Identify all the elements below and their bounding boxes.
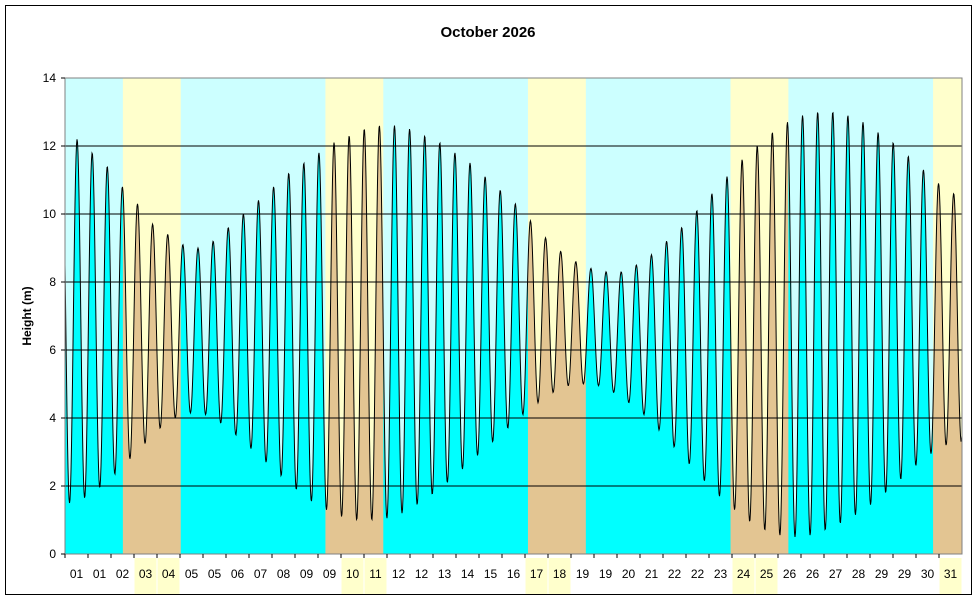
x-tick-weekend-band (755, 558, 778, 594)
x-tick-weekend-band (548, 558, 571, 594)
x-tick-label: 07 (254, 567, 268, 581)
x-tick-label: 14 (461, 567, 475, 581)
x-tick-label: 22 (668, 567, 682, 581)
x-tick-weekend-band (525, 558, 548, 594)
x-tick-label: 29 (898, 567, 912, 581)
x-tick-weekend-band (939, 558, 962, 594)
y-tick-label: 0 (49, 547, 56, 561)
x-tick-label: 18 (553, 567, 567, 581)
x-tick-label: 09 (323, 567, 337, 581)
x-tick-label: 01 (70, 567, 84, 581)
y-tick-label: 12 (43, 139, 57, 153)
x-tick-label: 05 (208, 567, 222, 581)
x-tick-label: 16 (507, 567, 521, 581)
chart-title: October 2026 (440, 24, 535, 41)
y-tick-label: 14 (43, 71, 57, 85)
x-tick-label: 08 (277, 567, 291, 581)
x-axis: 01 01 02 03 04 05 05 06 07 08 09 09 10 11 12 12 13 14 15 16… (64, 554, 962, 594)
x-tick-label: 02 (116, 567, 130, 581)
x-tick-label: 20 (622, 567, 636, 581)
x-tick-label: 12 (392, 567, 406, 581)
plot-area (64, 77, 963, 555)
x-tick-label: 17 (530, 567, 544, 581)
x-tick-label: 23 (714, 567, 728, 581)
y-axis-label: Height (m) (20, 286, 34, 345)
x-tick-label: 31 (944, 567, 958, 581)
x-tick-label: 26 (783, 567, 797, 581)
plot-border (64, 77, 963, 555)
x-tick-label: 21 (645, 567, 659, 581)
x-tick-label: 01 (93, 567, 107, 581)
x-tick-weekend-band (341, 558, 364, 594)
x-tick-label: 19 (599, 567, 613, 581)
x-tick-weekend-band (157, 558, 180, 594)
x-tick-label: 09 (300, 567, 314, 581)
y-axis: 0 2 4 6 8 10 12 14 (43, 71, 65, 561)
x-tick-label: 10 (346, 567, 360, 581)
x-tick-label: 12 (415, 567, 429, 581)
x-tick-weekend-band (364, 558, 387, 594)
x-tick-label: 11 (369, 567, 382, 581)
x-tick-label: 29 (875, 567, 889, 581)
y-tick-label: 8 (49, 275, 56, 289)
x-tick-label: 13 (438, 567, 452, 581)
x-tick-weekend-band (134, 558, 157, 594)
y-tick-label: 4 (49, 411, 56, 425)
x-tick-label: 19 (576, 567, 590, 581)
x-tick-weekend-band (732, 558, 755, 594)
x-tick-label: 15 (484, 567, 498, 581)
x-tick-label: 06 (231, 567, 245, 581)
x-tick-label: 28 (852, 567, 866, 581)
x-tick-label: 26 (806, 567, 820, 581)
x-tick-label: 03 (139, 567, 153, 581)
x-tick-label: 30 (921, 567, 935, 581)
y-tick-label: 6 (49, 343, 56, 357)
x-tick-label: 04 (162, 567, 176, 581)
x-tick-label: 05 (185, 567, 199, 581)
y-tick-label: 2 (49, 479, 56, 493)
x-tick-label: 25 (760, 567, 774, 581)
x-tick-label: 22 (691, 567, 705, 581)
tide-line (64, 111, 963, 538)
x-tick-label: 27 (829, 567, 843, 581)
y-tick-label: 10 (43, 207, 57, 221)
x-tick-label: 24 (737, 567, 751, 581)
